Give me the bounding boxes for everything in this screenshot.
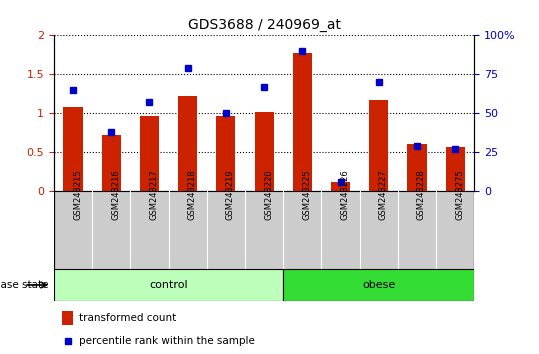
Bar <box>140 116 159 191</box>
Text: GSM243215: GSM243215 <box>73 170 82 221</box>
Bar <box>369 100 388 191</box>
Bar <box>102 135 121 191</box>
Text: GSM243225: GSM243225 <box>302 170 312 221</box>
Text: disease state: disease state <box>0 280 49 290</box>
Text: GSM243219: GSM243219 <box>226 170 235 221</box>
Text: GSM243275: GSM243275 <box>455 170 464 221</box>
Text: control: control <box>149 280 188 290</box>
Text: GSM243217: GSM243217 <box>149 170 158 221</box>
Text: GSM243227: GSM243227 <box>379 170 388 221</box>
Bar <box>446 147 465 191</box>
Bar <box>63 312 73 325</box>
Bar <box>54 269 283 301</box>
Text: obese: obese <box>362 280 396 290</box>
Bar <box>293 53 312 191</box>
Text: GSM243218: GSM243218 <box>188 170 197 221</box>
Text: GSM243220: GSM243220 <box>264 170 273 221</box>
Bar <box>216 116 236 191</box>
Bar <box>407 144 426 191</box>
Bar <box>254 112 274 191</box>
Text: GSM243228: GSM243228 <box>417 170 426 221</box>
Text: transformed count: transformed count <box>79 313 176 323</box>
Text: GSM243226: GSM243226 <box>341 170 350 221</box>
Title: GDS3688 / 240969_at: GDS3688 / 240969_at <box>188 18 341 32</box>
Bar <box>331 182 350 191</box>
Text: GSM243216: GSM243216 <box>111 170 120 221</box>
Bar <box>178 96 197 191</box>
Bar <box>283 269 474 301</box>
Bar <box>64 107 82 191</box>
Text: percentile rank within the sample: percentile rank within the sample <box>79 336 255 346</box>
